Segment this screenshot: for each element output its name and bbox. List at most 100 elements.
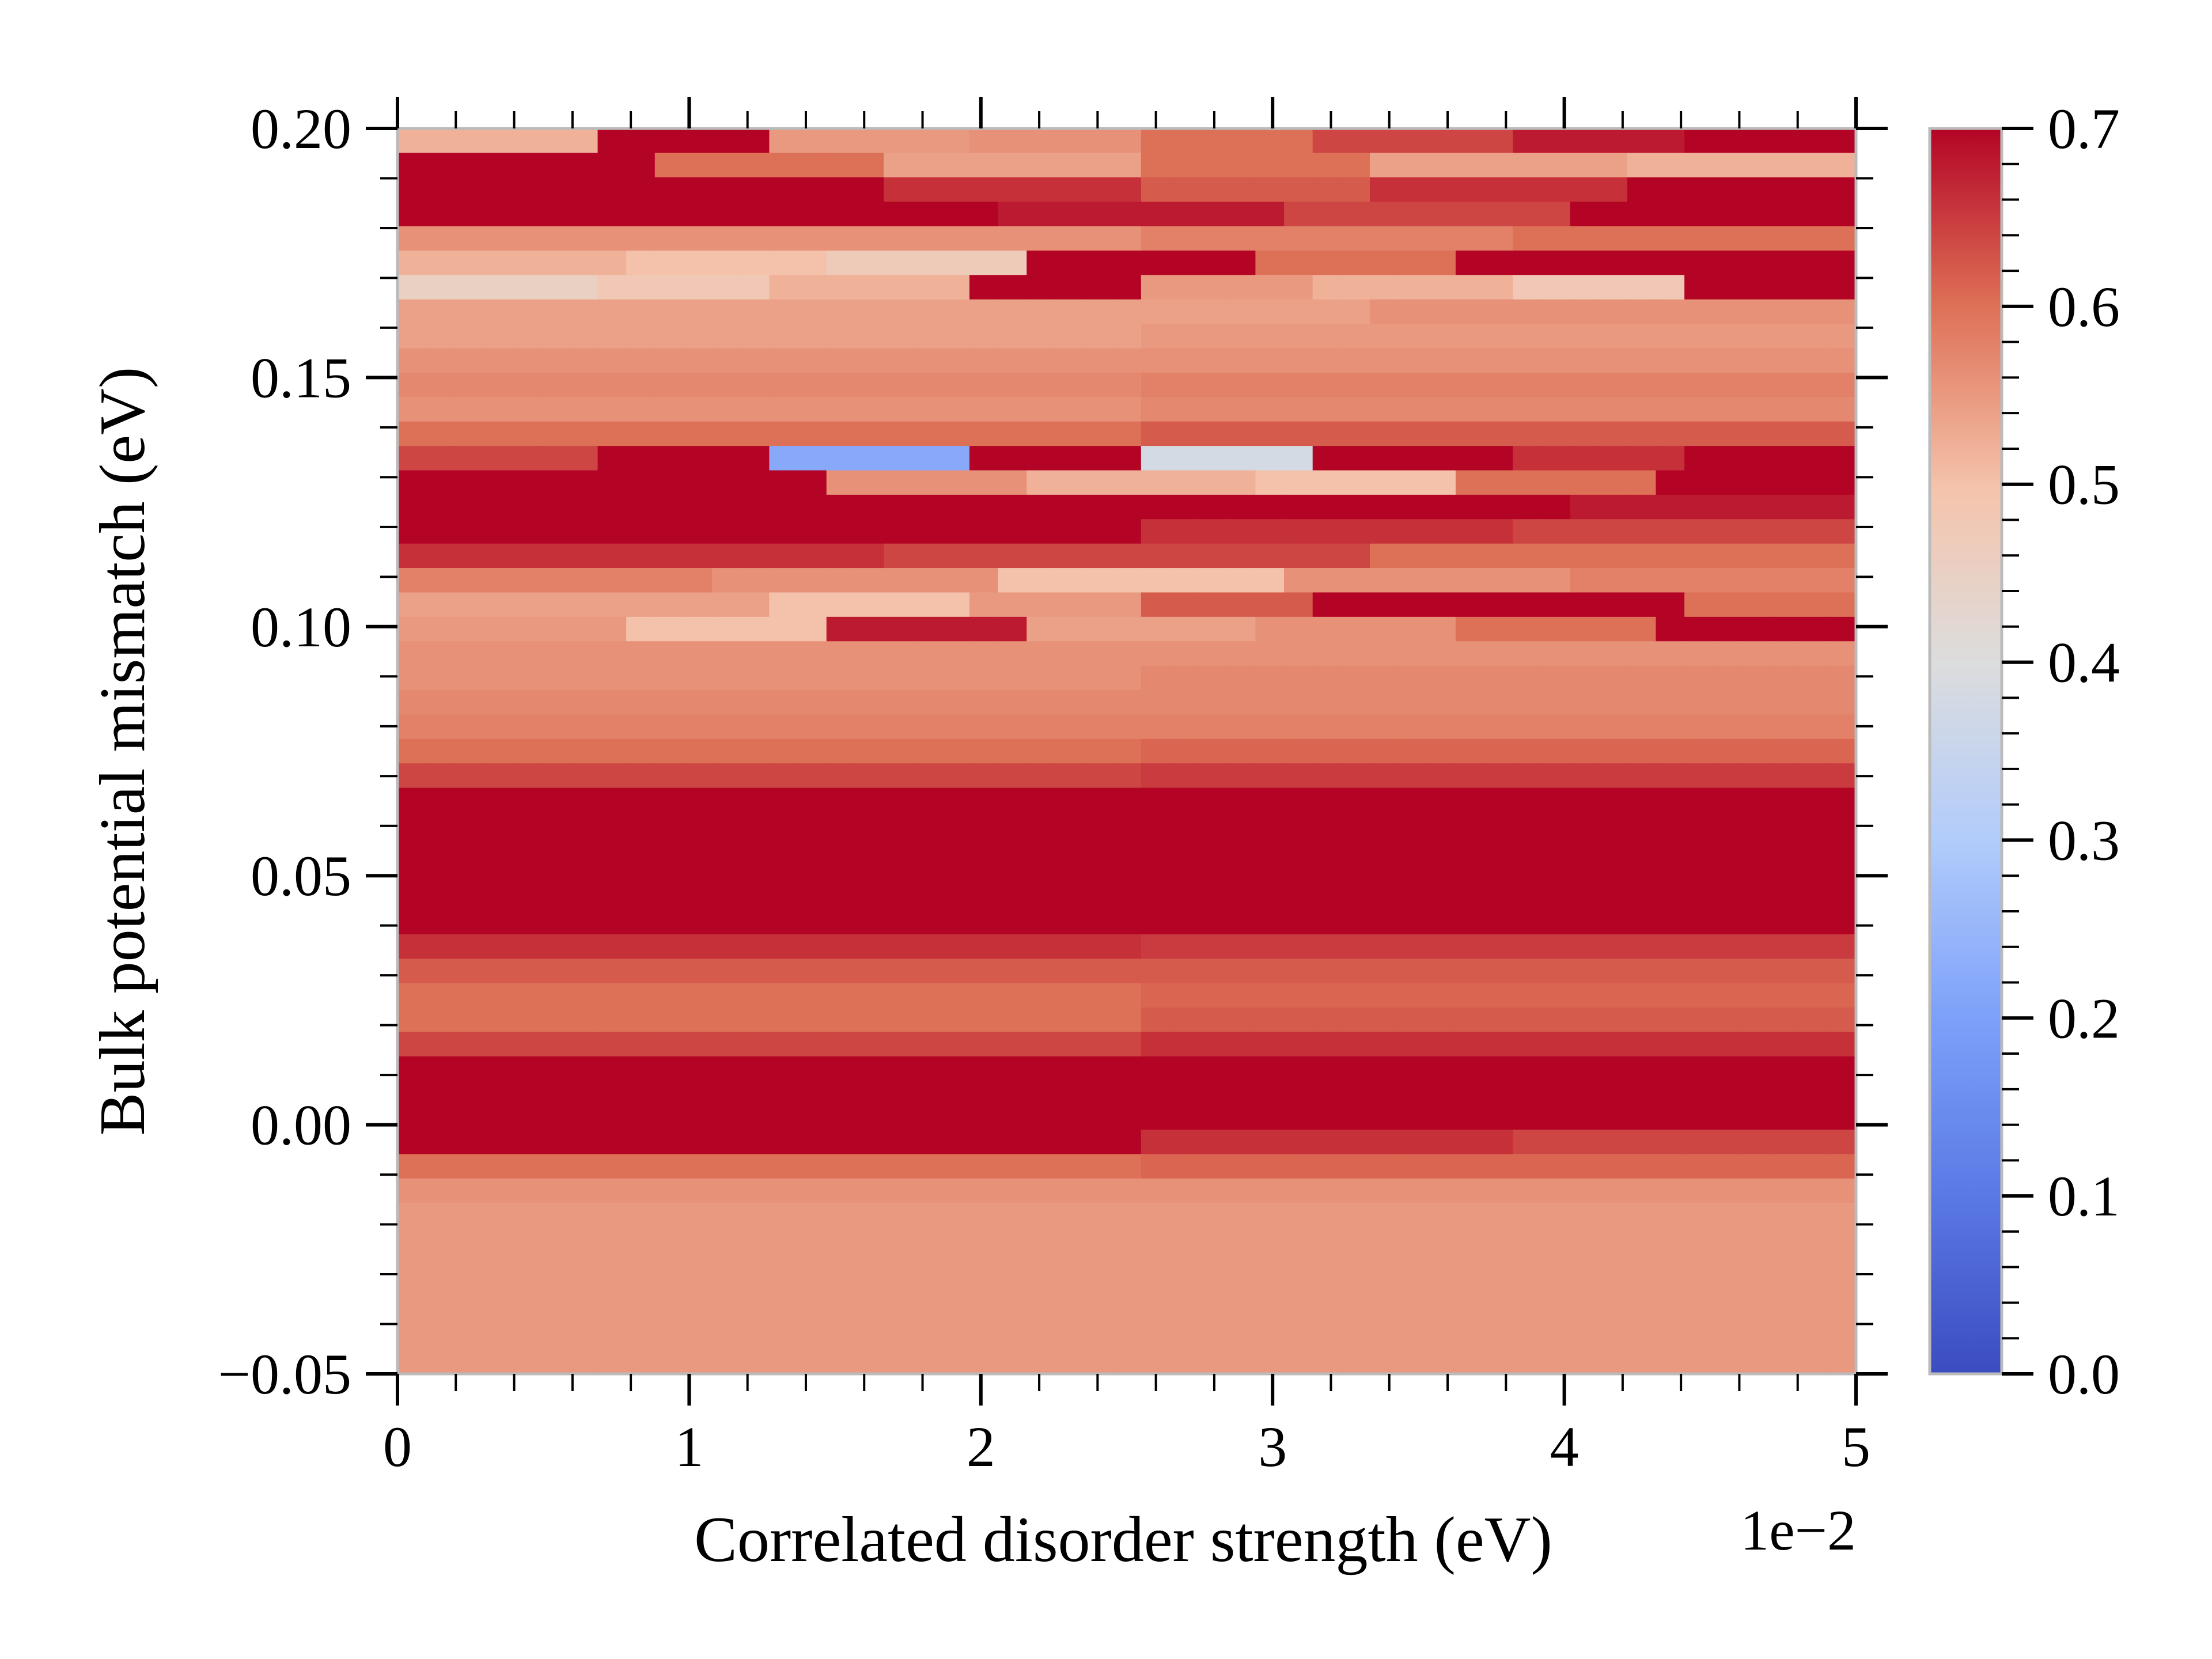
- heatmap-cell: [1284, 738, 1313, 764]
- heatmap-cell: [683, 1056, 713, 1082]
- heatmap-cell: [1684, 690, 1714, 715]
- heatmap-cell: [769, 1154, 798, 1179]
- heatmap-cell: [1027, 421, 1056, 446]
- heatmap-cell: [1255, 1252, 1285, 1277]
- heatmap-cell: [654, 787, 684, 813]
- heatmap-cell: [826, 1178, 856, 1204]
- heatmap-cell: [1055, 568, 1085, 593]
- heatmap-cell: [826, 690, 856, 715]
- heatmap-cell: [1226, 910, 1256, 935]
- heatmap-cell: [769, 714, 798, 740]
- heatmap-cell: [912, 470, 942, 495]
- heatmap-cell: [1398, 910, 1428, 935]
- heatmap-cell: [1055, 1349, 1085, 1374]
- heatmap-cell: [1741, 714, 1771, 740]
- heatmap-cell: [998, 861, 1028, 886]
- heatmap-cell: [1599, 421, 1628, 446]
- heatmap-cell: [998, 1105, 1028, 1130]
- heatmap-cell: [1656, 592, 1685, 618]
- heatmap-cell: [654, 275, 684, 300]
- heatmap-cell: [941, 885, 970, 911]
- heatmap-cell: [712, 1130, 741, 1155]
- heatmap-cell: [1341, 1300, 1370, 1326]
- heatmap-cell: [998, 128, 1028, 154]
- heatmap-cell: [826, 543, 856, 569]
- heatmap-cell: [1055, 812, 1085, 838]
- heatmap-cell: [1169, 1105, 1199, 1130]
- heatmap-cell: [569, 1276, 599, 1301]
- heatmap-cell: [1398, 885, 1428, 911]
- heatmap-cell: [1770, 690, 1800, 715]
- heatmap-cell: [1541, 592, 1571, 618]
- heatmap-cell: [740, 714, 770, 740]
- heatmap-cell: [1284, 641, 1313, 666]
- heatmap-cell: [1226, 1300, 1256, 1326]
- heatmap-cell: [1656, 1007, 1685, 1033]
- heatmap-cell: [1798, 543, 1828, 569]
- heatmap-cell: [1741, 1056, 1771, 1082]
- heatmap-cell: [998, 1252, 1028, 1277]
- heatmap-cell: [1427, 641, 1456, 666]
- heatmap-cell: [1656, 959, 1685, 984]
- heatmap-cell: [826, 738, 856, 764]
- heatmap-cell: [483, 128, 513, 154]
- heatmap-cell: [1827, 885, 1857, 911]
- heatmap-cell: [1827, 1276, 1857, 1301]
- heatmap-cell: [1513, 494, 1542, 520]
- heatmap-cell: [941, 446, 970, 471]
- heatmap-cell: [1599, 519, 1628, 544]
- heatmap-cell: [1370, 1325, 1399, 1350]
- heatmap-cell: [1798, 446, 1828, 471]
- heatmap-cell: [712, 397, 741, 422]
- heatmap-cell: [1484, 1081, 1514, 1106]
- heatmap-cell: [1541, 324, 1571, 349]
- heatmap-cell: [1370, 470, 1399, 495]
- heatmap-cell: [884, 861, 913, 886]
- heatmap-cell: [969, 348, 999, 373]
- heatmap-cell: [1341, 446, 1370, 471]
- heatmap-cell: [626, 812, 656, 838]
- heatmap-cell: [912, 128, 942, 154]
- heatmap-cell: [769, 592, 798, 618]
- heatmap-cell: [712, 641, 741, 666]
- heatmap-cell: [597, 299, 627, 324]
- heatmap-cell: [1284, 299, 1313, 324]
- heatmap-cell: [912, 299, 942, 324]
- heatmap-cell: [769, 1227, 798, 1252]
- heatmap-cell: [826, 641, 856, 666]
- heatmap-cell: [826, 494, 856, 520]
- heatmap-cell: [597, 738, 627, 764]
- heatmap-cell: [769, 641, 798, 666]
- heatmap-cell: [998, 397, 1028, 422]
- heatmap-cell: [454, 787, 484, 813]
- heatmap-cell: [1656, 1178, 1685, 1204]
- heatmap-cell: [1084, 1325, 1113, 1350]
- heatmap-cell: [1570, 959, 1599, 984]
- heatmap-cell: [855, 1276, 884, 1301]
- heatmap-cell: [712, 665, 741, 691]
- heatmap-cell: [1341, 714, 1370, 740]
- heatmap-cell: [512, 812, 541, 838]
- heatmap-cell: [569, 714, 599, 740]
- heatmap-cell: [426, 1203, 456, 1228]
- heatmap-cell: [1341, 959, 1370, 984]
- heatmap-cell: [1027, 885, 1056, 911]
- heatmap-cell: [1027, 934, 1056, 960]
- heatmap-cell: [998, 519, 1028, 544]
- heatmap-cell: [1827, 616, 1857, 642]
- heatmap-cell: [426, 128, 456, 154]
- heatmap-cell: [1627, 641, 1657, 666]
- heatmap-cell: [654, 470, 684, 495]
- heatmap-cell: [912, 226, 942, 251]
- heatmap-cell: [769, 812, 798, 838]
- heatmap-cell: [1341, 153, 1370, 178]
- heatmap-cell: [1513, 1325, 1542, 1350]
- heatmap-cell: [1827, 1227, 1857, 1252]
- heatmap-cell: [1513, 787, 1542, 813]
- heatmap-cell: [540, 665, 570, 691]
- heatmap-cell: [1656, 299, 1685, 324]
- heatmap-cell: [1513, 1276, 1542, 1301]
- heatmap-cell: [1599, 128, 1628, 154]
- heatmap-cell: [683, 763, 713, 789]
